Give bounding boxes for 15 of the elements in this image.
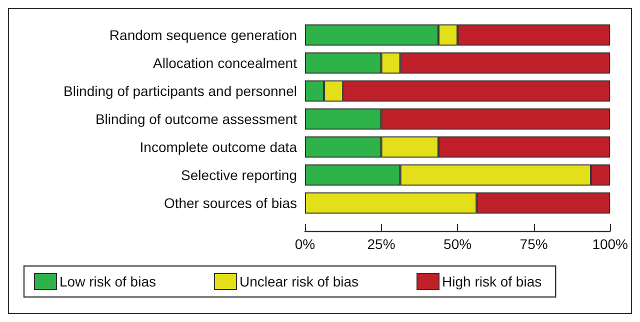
- legend-label: Unclear risk of bias: [239, 274, 359, 290]
- y-tick-label: Blinding of outcome assessment: [95, 111, 298, 127]
- y-tick-label: Incomplete outcome data: [140, 139, 298, 155]
- x-tick-label: 25%: [367, 236, 396, 252]
- legend-label: Low risk of bias: [60, 274, 156, 290]
- y-tick-label: Allocation concealment: [153, 55, 298, 71]
- x-tick-label: 100%: [592, 236, 628, 252]
- x-tick-label: 0%: [294, 236, 316, 252]
- x-tick-label: 75%: [520, 236, 548, 252]
- y-tick-label: Selective reporting: [181, 167, 297, 183]
- y-tick-label: Other sources of bias: [164, 195, 297, 211]
- y-tick-label: Blinding of participants and personnel: [64, 83, 297, 99]
- legend-label: High risk of bias: [442, 274, 542, 290]
- y-tick-label: Random sequence generation: [109, 27, 297, 43]
- x-tick-label: 50%: [444, 236, 472, 252]
